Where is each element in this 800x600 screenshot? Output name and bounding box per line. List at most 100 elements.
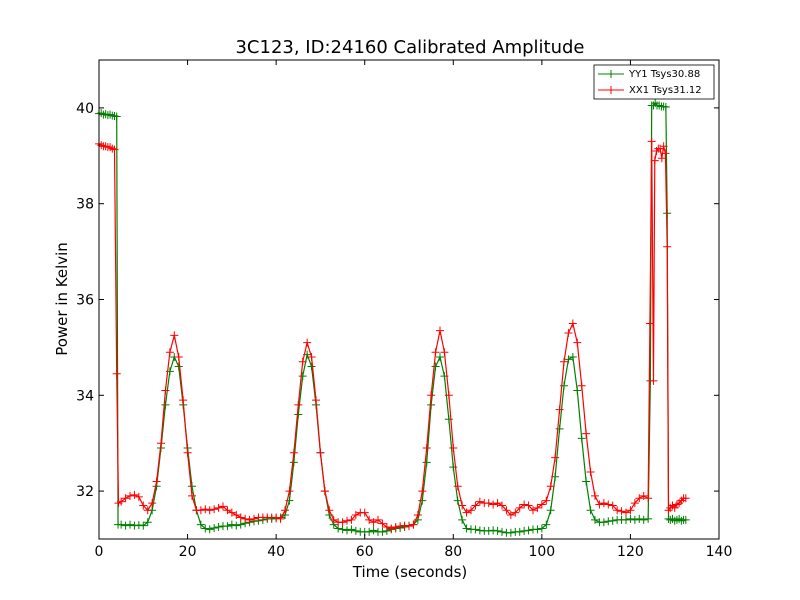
- data-point-xx1: [471, 501, 480, 510]
- data-point-yy1: [365, 527, 374, 536]
- data-point-xx1: [617, 507, 626, 516]
- series-markers-xx1: [95, 137, 690, 533]
- data-point-xx1: [382, 523, 391, 532]
- legend-marker-yy1: [607, 70, 615, 78]
- y-tick-label: 40: [76, 101, 94, 117]
- data-point-xx1: [294, 400, 303, 409]
- data-point-yy1: [236, 520, 245, 529]
- data-point-yy1: [294, 410, 303, 419]
- data-point-xx1: [551, 453, 560, 462]
- data-point-xx1: [236, 513, 245, 522]
- data-point-xx1: [458, 501, 467, 510]
- data-point-yy1: [542, 520, 551, 529]
- y-tick-label: 34: [76, 388, 94, 404]
- data-point-xx1: [312, 396, 320, 405]
- data-point-xx1: [506, 511, 515, 520]
- data-point-xx1: [121, 494, 130, 503]
- data-point-xx1: [622, 508, 630, 517]
- data-point-yy1: [582, 477, 591, 486]
- data-point-xx1: [647, 137, 656, 146]
- x-tick-label: 140: [706, 544, 733, 560]
- data-point-yy1: [444, 415, 453, 424]
- data-point-xx1: [347, 515, 356, 524]
- data-point-xx1: [134, 492, 143, 501]
- data-point-xx1: [152, 477, 161, 486]
- data-point-xx1: [338, 518, 347, 527]
- data-point-xx1: [475, 497, 484, 506]
- data-point-xx1: [387, 524, 396, 533]
- data-point-yy1: [196, 520, 205, 529]
- data-point-yy1: [369, 526, 378, 535]
- data-point-yy1: [223, 522, 232, 531]
- data-point-xx1: [649, 376, 658, 385]
- data-point-yy1: [161, 400, 170, 409]
- data-point-xx1: [560, 357, 568, 366]
- data-point-xx1: [542, 496, 551, 505]
- data-point-yy1: [205, 525, 214, 534]
- x-tick-label: 120: [617, 544, 644, 560]
- data-point-yy1: [577, 434, 586, 443]
- legend-box: [593, 64, 715, 100]
- data-point-xx1: [110, 145, 119, 154]
- data-point-xx1: [639, 491, 648, 500]
- data-point-yy1: [422, 458, 431, 467]
- data-point-yy1: [351, 526, 360, 535]
- data-point-yy1: [338, 525, 347, 534]
- y-tick-label: 38: [76, 197, 94, 213]
- data-point-yy1: [639, 515, 648, 524]
- data-point-xx1: [573, 338, 582, 347]
- legend-entry-xx1: XX1 Tsys31.12: [598, 85, 702, 96]
- data-point-xx1: [599, 499, 608, 508]
- data-point-xx1: [351, 511, 360, 520]
- data-point-xx1: [329, 515, 338, 524]
- data-point-yy1: [546, 506, 555, 515]
- data-point-xx1: [577, 381, 586, 390]
- data-point-yy1: [537, 524, 546, 533]
- data-point-yy1: [343, 526, 351, 535]
- data-point-xx1: [201, 505, 210, 514]
- data-point-xx1: [449, 443, 458, 452]
- data-point-yy1: [121, 521, 130, 530]
- data-point-xx1: [413, 511, 422, 520]
- data-point-yy1: [117, 520, 126, 529]
- data-point-xx1: [303, 338, 312, 347]
- data-point-xx1: [214, 503, 223, 512]
- data-point-xx1: [126, 491, 134, 500]
- data-point-yy1: [188, 482, 196, 491]
- data-point-xx1: [272, 513, 281, 522]
- data-point-yy1: [458, 515, 467, 524]
- data-point-xx1: [661, 149, 670, 158]
- data-point-xx1: [502, 506, 511, 515]
- data-point-xx1: [591, 491, 599, 500]
- data-point-xx1: [626, 506, 635, 515]
- data-point-xx1: [604, 500, 613, 509]
- data-point-yy1: [214, 523, 223, 532]
- data-point-xx1: [595, 500, 604, 509]
- data-point-xx1: [493, 499, 502, 508]
- data-point-xx1: [422, 443, 431, 452]
- data-point-xx1: [644, 494, 653, 503]
- data-point-xx1: [657, 154, 666, 163]
- x-tick-label: 80: [444, 544, 462, 560]
- y-axis-label: Power in Kelvin: [53, 242, 71, 356]
- x-tick-label: 20: [179, 544, 197, 560]
- data-point-xx1: [130, 490, 139, 499]
- data-point-yy1: [533, 525, 542, 534]
- data-point-xx1: [462, 508, 471, 517]
- data-point-yy1: [453, 496, 462, 505]
- data-point-yy1: [471, 525, 480, 534]
- data-point-xx1: [498, 501, 506, 510]
- data-point-yy1: [143, 518, 152, 527]
- data-point-xx1: [568, 319, 577, 328]
- data-point-xx1: [161, 386, 170, 395]
- data-point-xx1: [307, 352, 316, 361]
- data-point-xx1: [117, 497, 126, 506]
- data-point-yy1: [112, 112, 121, 121]
- data-point-xx1: [533, 503, 542, 512]
- series-layer: [95, 99, 690, 537]
- data-point-yy1: [126, 520, 134, 529]
- data-point-xx1: [582, 429, 591, 438]
- data-point-xx1: [391, 523, 400, 532]
- data-point-xx1: [630, 499, 639, 508]
- data-point-xx1: [365, 515, 374, 524]
